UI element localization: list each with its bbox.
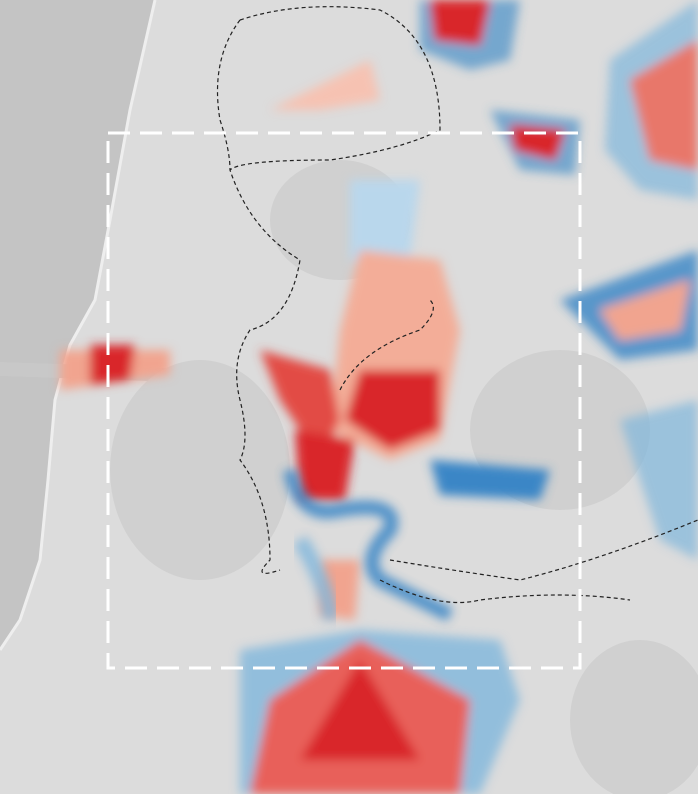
river-change xyxy=(293,535,338,621)
sea xyxy=(0,0,155,650)
river-change xyxy=(283,468,454,622)
study-area xyxy=(106,131,582,670)
boundary-lines xyxy=(216,6,698,604)
change-blobs xyxy=(60,0,698,794)
